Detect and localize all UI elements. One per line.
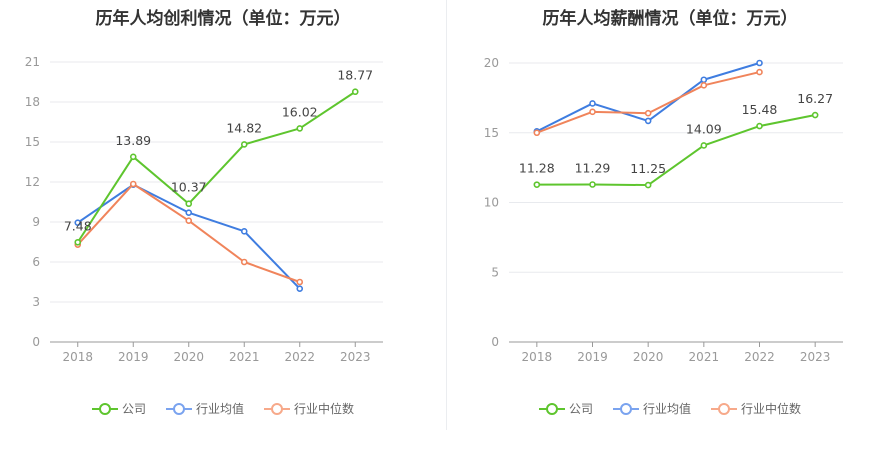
data-point [533,181,541,188]
data-label: 13.89 [115,133,151,148]
data-point [533,129,541,137]
data-point [74,219,82,226]
data-label: 14.09 [686,121,722,136]
data-label: 16.02 [282,104,318,119]
profit-chart-panel: 历年人均创利情况（单位：万元） 0 3 6 9 12 15 18 21 2018 2019 2020… [0,0,446,458]
series-line [76,90,356,243]
legend-line-marker-icon [612,402,639,416]
x-tick-label: 2022 [284,350,315,364]
y-tick-label: 10 [484,196,499,210]
legend-label: 行业均值 [642,402,691,416]
data-point [589,100,596,107]
data-point [240,228,248,235]
data-label: 16.27 [797,91,833,106]
y-tick-label: 3 [32,295,40,309]
data-label: 11.29 [575,161,611,176]
data-label: 7.48 [64,218,92,233]
data-point [700,82,708,89]
profit-line-chart: 0 3 6 9 12 15 18 21 2018 2019 2020 2021 2022 2023 7.48… [25,55,383,364]
legend-label: 行业均值 [195,402,244,416]
data-point [756,122,763,130]
x-tick-label: 2018 [62,350,93,364]
data-label: 11.25 [630,161,666,176]
y-tick-label: 21 [25,55,40,69]
data-point [129,153,137,161]
legend-item-industry-avg[interactable]: 行业均值 [165,400,244,417]
data-point [296,278,304,286]
legend-label: 公司 [568,402,593,416]
y-tick-label: 15 [25,135,40,149]
x-tick-label: 2019 [118,350,149,364]
data-point [644,117,652,125]
series-line [77,183,301,290]
salary-chart-panel: 历年人均薪酬情况（单位：万元） 0 5 10 15 20 2018 2019 2020 2021… [447,0,893,458]
y-tick-label: 18 [25,95,40,109]
x-tick-label: 2018 [522,350,553,364]
data-point [644,109,652,117]
data-point [129,180,137,188]
legend-line-marker-icon [165,402,192,416]
data-point [74,238,82,246]
data-point [589,181,596,188]
x-tick-label: 2023 [800,350,831,364]
x-tick-label: 2021 [229,350,260,364]
legend-item-industry-median[interactable]: 行业中位数 [711,400,801,417]
x-tick-label: 2021 [689,350,720,364]
x-tick-label: 2020 [173,350,204,364]
chart-title: 历年人均薪酬情况（单位：万元） [542,9,798,29]
data-label: 14.82 [226,120,262,135]
legend: 公司 行业均值 行业中位数 [447,400,893,417]
legend-line-marker-icon [91,402,118,416]
data-label: 10.37 [171,180,207,195]
salary-line-chart: 0 5 10 15 20 2018 2019 2020 2021 2022 2023 11.28 11.… [484,56,843,364]
legend-line-marker-icon [264,402,290,416]
x-tick-label: 2020 [633,350,664,364]
data-label: 18.77 [337,68,373,83]
legend-line-marker-icon [538,402,565,416]
data-label: 15.48 [742,102,778,117]
data-label: 11.28 [519,161,555,176]
data-point [185,209,193,216]
chart-title: 历年人均创利情况（单位：万元） [95,9,351,29]
y-tick-label: 5 [491,265,499,279]
data-point [240,141,248,148]
x-tick-label: 2023 [340,350,371,364]
y-tick-label: 9 [32,215,40,229]
x-tick-label: 2019 [577,350,608,364]
data-point [296,285,304,292]
data-point [185,200,193,208]
legend-item-industry-avg[interactable]: 行业均值 [612,400,691,417]
y-tick-label: 6 [32,255,40,269]
data-point [351,88,359,96]
data-point [185,217,193,224]
y-tick-label: 15 [484,126,499,140]
legend-label: 行业中位数 [294,402,355,416]
legend-item-industry-median[interactable]: 行业中位数 [264,400,354,417]
x-tick-label: 2022 [744,350,775,364]
series-line [536,114,816,187]
y-tick-label: 12 [25,175,40,189]
legend: 公司 行业均值 行业中位数 [0,400,446,417]
y-tick-label: 0 [491,335,499,349]
data-point [644,181,652,189]
legend-item-company[interactable]: 公司 [91,400,146,417]
data-point [756,59,763,67]
legend-label: 行业中位数 [741,402,802,416]
data-point [240,258,248,266]
data-point [589,108,596,116]
y-tick-label: 20 [484,56,499,70]
legend-line-marker-icon [711,402,737,416]
panel-divider [446,0,447,430]
data-point [811,111,819,119]
data-point [296,125,304,132]
data-point [700,142,708,149]
data-point [700,76,708,84]
legend-item-company[interactable]: 公司 [538,400,593,417]
data-point [756,68,763,76]
y-tick-label: 0 [32,335,40,349]
legend-label: 公司 [121,402,146,416]
